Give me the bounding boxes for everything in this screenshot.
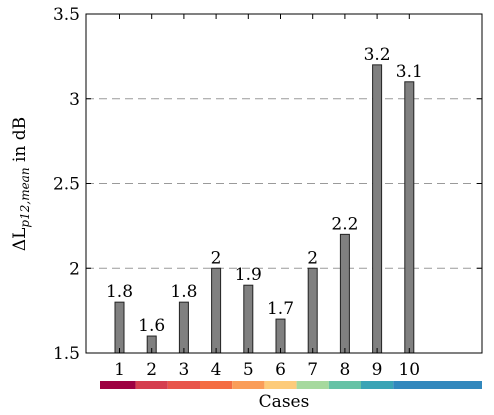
data-label: 1.6 xyxy=(138,316,165,336)
bar xyxy=(339,233,350,354)
y-tick-labels: 1.5 2 2.5 3 3.5 xyxy=(53,5,80,364)
y-tick-label: 3.5 xyxy=(53,5,80,25)
y-tick-label: 1.5 xyxy=(53,344,80,364)
bar xyxy=(178,301,189,354)
category-color-swatch xyxy=(200,381,233,389)
x-tick-labels: 1 2 3 4 5 6 7 8 9 10 xyxy=(114,360,420,380)
bar xyxy=(211,267,222,354)
data-label: 2 xyxy=(307,248,318,268)
x-tick-label: 8 xyxy=(339,360,350,380)
x-tick-label: 7 xyxy=(307,360,318,380)
y-axis-title: ΔLp12,mean in dB xyxy=(10,117,32,251)
data-label: 3.2 xyxy=(364,45,391,65)
category-color-swatch xyxy=(232,381,265,389)
y-tick-label: 3 xyxy=(69,90,80,110)
x-tick-label: 4 xyxy=(211,360,222,380)
data-label: 2.2 xyxy=(331,214,358,234)
bars xyxy=(114,64,415,354)
y-tick-label: 2.5 xyxy=(53,175,80,195)
category-color-swatch xyxy=(167,381,200,389)
category-color-swatch xyxy=(296,381,329,389)
y-tick-label: 2 xyxy=(69,259,80,279)
data-label: 1.8 xyxy=(106,282,133,302)
x-axis-title: Cases xyxy=(259,392,310,412)
category-color-swatch xyxy=(361,381,394,389)
bar xyxy=(307,267,318,354)
grid-lines xyxy=(86,98,482,269)
data-labels: 1.81.61.8 2 1.91.7 2 2.2 3.23.1 xyxy=(106,45,423,336)
category-color-swatch xyxy=(328,381,361,389)
category-color-strip xyxy=(100,381,482,389)
axes xyxy=(85,13,483,354)
data-label: 3.1 xyxy=(396,62,423,82)
x-tick-label: 10 xyxy=(398,360,420,380)
x-tick-label: 9 xyxy=(372,360,383,380)
x-tick-label: 3 xyxy=(178,360,189,380)
bar xyxy=(404,81,415,354)
bar xyxy=(243,284,254,354)
y-axis-title-suffix: in dB xyxy=(10,117,30,168)
data-label: 2 xyxy=(211,248,222,268)
bar xyxy=(114,301,125,354)
x-tick-label: 5 xyxy=(243,360,254,380)
category-color-swatch xyxy=(393,381,482,389)
x-tick-label: 1 xyxy=(114,360,125,380)
data-label: 1.9 xyxy=(235,265,262,285)
y-axis-title-main: ΔL xyxy=(10,228,30,252)
bar xyxy=(372,64,383,354)
data-label: 1.7 xyxy=(267,299,294,319)
category-color-swatch xyxy=(264,381,297,389)
y-axis-title-subscript: p12,mean xyxy=(18,167,32,227)
x-tick-label: 6 xyxy=(275,360,286,380)
category-color-swatch xyxy=(100,381,136,389)
bar xyxy=(275,318,286,354)
x-tick-label: 2 xyxy=(146,360,157,380)
data-label: 1.8 xyxy=(170,282,197,302)
category-color-swatch xyxy=(135,381,168,389)
